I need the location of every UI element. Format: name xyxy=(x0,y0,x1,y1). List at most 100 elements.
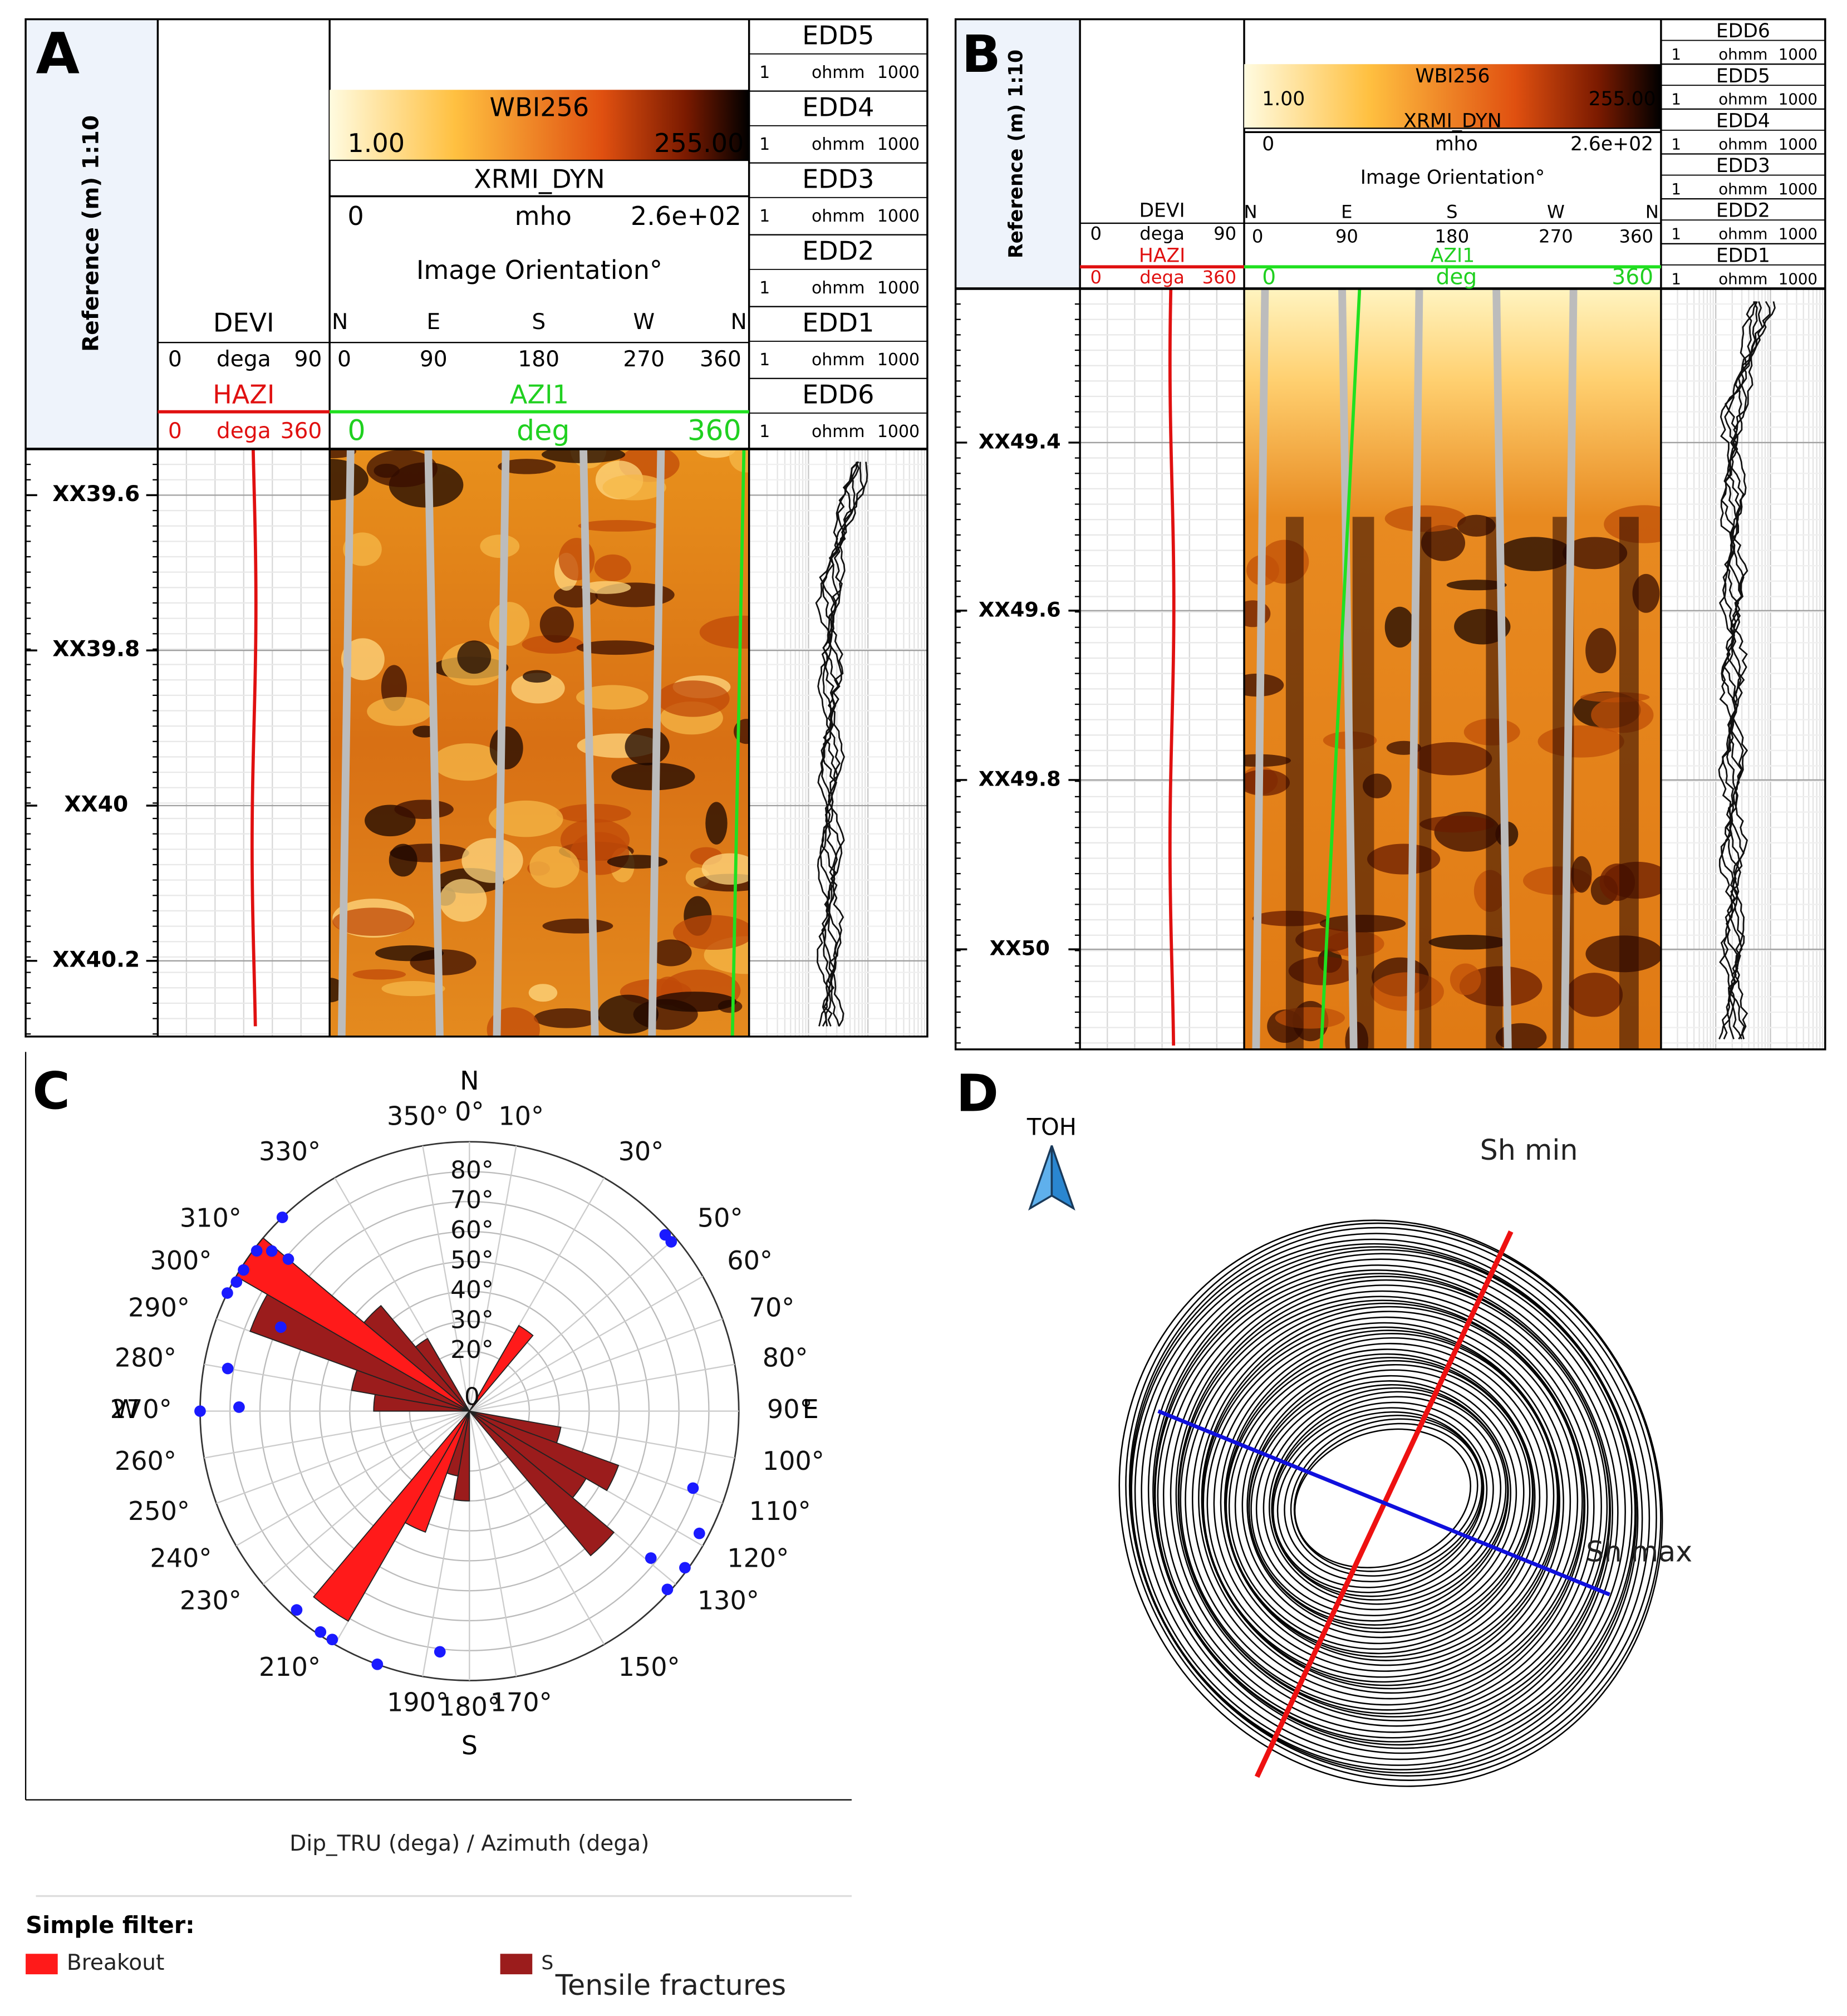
angle-tick-label: 350° xyxy=(387,1101,449,1131)
angle-tick-label: 180° xyxy=(439,1692,500,1722)
radial-tick-label: 30° xyxy=(450,1306,494,1334)
ring xyxy=(1290,1418,1483,1577)
angle-tick-label: 50° xyxy=(697,1203,743,1233)
compass-label: N xyxy=(460,1066,479,1096)
radial-tick-label: 0 xyxy=(464,1383,480,1411)
track-scale: deg xyxy=(1436,265,1477,290)
compass-label: N xyxy=(332,310,348,335)
image-texture xyxy=(1495,1023,1547,1049)
image-texture xyxy=(560,818,630,861)
ring xyxy=(1246,1364,1531,1634)
track-name: EDD3 xyxy=(1716,155,1770,177)
image-texture xyxy=(576,640,656,655)
track-name: HAZI xyxy=(213,379,274,409)
track-scale: 90 xyxy=(294,347,322,372)
ring xyxy=(1157,1269,1613,1739)
track-scale: 2.6e+02 xyxy=(1570,133,1653,155)
pad-gap xyxy=(493,449,510,1037)
colorbar-min: 1.00 xyxy=(347,128,405,158)
resistivity-curve xyxy=(1718,301,1758,1039)
radial-tick-label: 80° xyxy=(450,1156,494,1184)
track-scale: 90 xyxy=(1214,223,1236,244)
compass-label: E xyxy=(803,1394,819,1424)
colorbar-name: WBI256 xyxy=(1415,65,1490,87)
grid-spoke xyxy=(422,1145,470,1411)
image-texture xyxy=(511,673,565,704)
compass-label: N xyxy=(1244,201,1257,222)
image-texture xyxy=(394,799,454,819)
image-texture xyxy=(650,939,692,967)
ring xyxy=(1225,1342,1548,1658)
image-texture xyxy=(656,680,730,717)
track-scale: mho xyxy=(515,201,572,231)
image-texture xyxy=(625,728,670,766)
track-scale: ohmm xyxy=(812,422,865,442)
track-name: EDD2 xyxy=(802,236,874,266)
image-texture xyxy=(1537,725,1624,758)
compass-label: E xyxy=(426,310,440,335)
angle-tick-label: 270° xyxy=(110,1394,172,1424)
axis-title: Reference (m) 1:10 xyxy=(78,115,104,352)
borehole-image xyxy=(1244,288,1661,1049)
track-name: DEVI xyxy=(1139,200,1185,222)
angle-tick-label: 130° xyxy=(697,1586,759,1616)
track-name: EDD2 xyxy=(1716,200,1770,222)
grid-spoke xyxy=(469,1411,517,1677)
petal xyxy=(249,1293,470,1412)
image-texture xyxy=(1632,573,1660,613)
ring xyxy=(1175,1279,1608,1721)
depth-label: XX50 xyxy=(990,936,1050,960)
colorbar xyxy=(330,90,749,161)
image-texture xyxy=(498,459,556,474)
image-texture xyxy=(1275,1007,1345,1029)
point xyxy=(326,1634,338,1646)
point xyxy=(434,1646,446,1658)
panel-frame xyxy=(24,18,929,1038)
pad-gap xyxy=(424,449,444,1037)
track-name: EDD5 xyxy=(1716,65,1770,87)
track-scale: 1000 xyxy=(877,350,920,370)
track-scale: 1000 xyxy=(1779,269,1817,288)
radial-tick-label: 60° xyxy=(450,1216,494,1244)
legend-swatch xyxy=(26,1954,58,1975)
degree-label: 270 xyxy=(623,347,665,372)
panel-label: B xyxy=(962,24,1001,84)
ring xyxy=(1177,1284,1602,1718)
panel-label: C xyxy=(32,1061,70,1121)
image-texture xyxy=(522,635,583,654)
image-texture xyxy=(1419,816,1495,833)
legend-title: Simple filter: xyxy=(26,1912,195,1939)
compass-label: S xyxy=(1446,201,1457,222)
panel-label: D xyxy=(956,1063,999,1123)
image-texture xyxy=(1244,600,1271,627)
image-texture xyxy=(367,696,432,726)
image-texture xyxy=(341,638,385,680)
track-scale: 1000 xyxy=(877,63,920,82)
track-scale: 1 xyxy=(759,350,770,370)
degree-label: 270 xyxy=(1539,225,1573,247)
track-scale: 1 xyxy=(1671,90,1681,109)
resistivity-curve xyxy=(1725,301,1764,1039)
angle-tick-label: 190° xyxy=(387,1688,449,1718)
point xyxy=(371,1658,384,1670)
image-texture xyxy=(1285,517,1304,1049)
depth-label: XX39.8 xyxy=(52,637,140,662)
ring xyxy=(1250,1380,1511,1622)
ring xyxy=(1272,1407,1488,1593)
track-scale: dega xyxy=(1139,223,1185,244)
track-scale: 1000 xyxy=(877,135,920,154)
radial-tick-label: 50° xyxy=(450,1246,494,1274)
hazi-curve xyxy=(1168,288,1176,1046)
image-texture xyxy=(461,838,523,883)
track-scale: 1000 xyxy=(1779,90,1817,109)
radial-tick-label: 70° xyxy=(450,1186,494,1214)
track-scale: ohmm xyxy=(1718,135,1767,153)
image-texture xyxy=(581,581,631,594)
angle-tick-label: 150° xyxy=(618,1652,680,1682)
point xyxy=(679,1562,691,1574)
degree-label: 0 xyxy=(337,347,351,372)
grid-spoke xyxy=(262,1410,470,1585)
image-texture xyxy=(1562,537,1628,570)
track-name: EDD4 xyxy=(1716,110,1770,132)
pad-gap xyxy=(579,449,599,1037)
